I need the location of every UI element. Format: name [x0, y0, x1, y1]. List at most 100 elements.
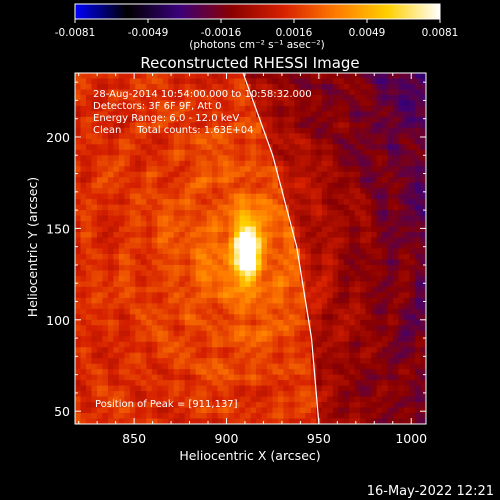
heatmap-cell [294, 270, 301, 277]
heatmap-cell [162, 325, 169, 332]
heatmap-cell [146, 116, 153, 123]
heatmap-cell [404, 396, 410, 403]
heatmap-cell [201, 171, 208, 178]
heatmap-cell [217, 402, 224, 408]
heatmap-cell [420, 204, 426, 211]
heatmap-cell [195, 221, 202, 227]
heatmap-cell [184, 188, 191, 195]
heatmap-cell [299, 100, 306, 107]
heatmap-cell [201, 215, 208, 222]
heatmap-cell [102, 100, 109, 107]
heatmap-cell [245, 319, 251, 326]
heatmap-cell [398, 237, 405, 244]
heatmap-cell [250, 297, 257, 304]
heatmap-cell [184, 352, 191, 359]
heatmap-cell [173, 259, 180, 266]
heatmap-cell [360, 358, 367, 365]
heatmap-cell [332, 292, 339, 299]
heatmap-cell [299, 94, 306, 101]
heatmap-cell [217, 226, 224, 233]
heatmap-cell [305, 105, 312, 112]
heatmap-cell [332, 396, 339, 403]
heatmap-cell [277, 177, 284, 184]
heatmap-cell [305, 237, 312, 244]
heatmap-cell [179, 407, 186, 414]
heatmap-cell [179, 105, 186, 112]
heatmap-cell [96, 270, 103, 277]
heatmap-cell [118, 341, 125, 348]
heatmap-cell [206, 133, 213, 140]
heatmap-cell [239, 160, 246, 167]
heatmap-cell [190, 341, 197, 348]
heatmap-cell [404, 73, 410, 79]
heatmap-cell [327, 116, 334, 123]
heatmap-cell [321, 210, 328, 216]
heatmap-cell [75, 155, 81, 162]
heatmap-cell [255, 358, 262, 365]
heatmap-cell [376, 402, 383, 408]
heatmap-cell [113, 105, 120, 112]
heatmap-cell [283, 264, 290, 271]
heatmap-cell [266, 94, 273, 101]
heatmap-cell [398, 210, 405, 216]
heatmap-cell [299, 122, 306, 129]
heatmap-cell [288, 78, 295, 85]
heatmap-cell [245, 232, 251, 238]
heatmap-cell [382, 391, 389, 397]
heatmap-cell [305, 248, 312, 255]
heatmap-cell [217, 248, 224, 255]
heatmap-cell [382, 182, 389, 189]
heatmap-cell [212, 413, 218, 419]
heatmap-cell [261, 210, 268, 216]
heatmap-cell [234, 193, 240, 200]
heatmap-cell [201, 221, 208, 227]
heatmap-cell [250, 341, 257, 348]
heatmap-cell [107, 149, 114, 156]
heatmap-cell [228, 116, 235, 123]
heatmap-cell [283, 380, 290, 387]
heatmap-cell [305, 73, 312, 79]
heatmap-cell [168, 297, 175, 304]
heatmap-cell [277, 83, 284, 90]
heatmap-cell [294, 275, 301, 282]
heatmap-cell [404, 358, 410, 365]
heatmap-cell [349, 111, 356, 118]
heatmap-cell [299, 105, 306, 112]
heatmap-cell [179, 413, 186, 419]
heatmap-cell [140, 325, 147, 332]
heatmap-cell [261, 363, 268, 370]
heatmap-cell [250, 193, 257, 200]
heatmap-cell [404, 407, 410, 414]
heatmap-cell [299, 292, 306, 299]
heatmap-cell [146, 100, 153, 107]
heatmap-cell [151, 380, 158, 387]
heatmap-cell [354, 396, 361, 403]
heatmap-cell [212, 396, 218, 403]
heatmap-cell [398, 111, 405, 118]
heatmap-cell [146, 89, 153, 96]
heatmap-cell [75, 116, 81, 123]
heatmap-cell [223, 248, 229, 255]
heatmap-cell [239, 352, 246, 359]
heatmap-cell [217, 73, 224, 79]
heatmap-cell [365, 264, 372, 271]
heatmap-cell [234, 166, 240, 173]
heatmap-cell [327, 325, 334, 332]
heatmap-cell [299, 127, 306, 134]
heatmap-cell [124, 325, 131, 332]
heatmap-cell [316, 166, 323, 173]
heatmap-cell [376, 319, 383, 326]
heatmap-cell [234, 105, 240, 112]
heatmap-cell [250, 314, 257, 321]
heatmap-cell [299, 297, 306, 304]
heatmap-cell [201, 89, 208, 96]
heatmap-cell [371, 83, 378, 90]
heatmap-cell [420, 171, 426, 178]
heatmap-cell [294, 314, 301, 321]
heatmap-cell [371, 182, 378, 189]
heatmap-cell [332, 347, 339, 354]
heatmap-cell [96, 391, 103, 397]
heatmap-cell [80, 358, 87, 365]
heatmap-cell [168, 243, 175, 249]
heatmap-cell [382, 89, 389, 96]
